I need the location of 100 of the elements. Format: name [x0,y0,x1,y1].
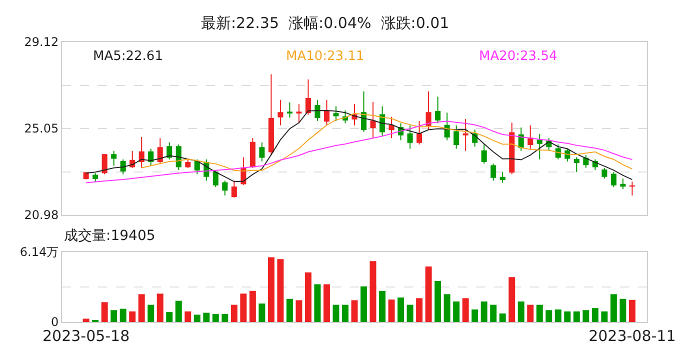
bar [194,314,200,322]
candlestick [370,101,376,139]
bar [212,314,219,322]
candlestick [231,180,237,198]
candlestick [120,158,126,175]
y-tick-label: 6.14万 [20,245,59,260]
candlestick [148,148,154,166]
bar [342,304,348,322]
candlestick [555,144,561,160]
bar [573,311,580,322]
bar [230,304,238,322]
candlestick [278,99,284,126]
bar [628,300,636,322]
bar [518,301,524,322]
candlestick [102,154,108,175]
bar [296,300,302,322]
candlestick [536,133,542,160]
candlestick [454,124,460,150]
bar [258,304,266,322]
bar [323,284,330,322]
bar [148,304,154,322]
candlestick [250,138,256,168]
line-series [86,110,633,182]
candlestick [602,167,608,179]
bar [592,308,598,322]
bar [388,300,395,322]
candlestick [314,99,320,122]
bar [601,311,608,322]
bar [416,298,423,322]
bar [222,314,228,322]
bar [379,290,386,322]
bar [444,294,450,322]
bar [610,294,617,322]
candlestick [444,112,450,141]
bar [314,284,321,322]
x-tick-label: 2023-08-11 [588,327,676,345]
bar [490,304,497,322]
candlestick [500,172,506,184]
candlestick [194,158,200,175]
candlestick [286,102,292,118]
candlestick [574,156,580,173]
candlestick [92,172,98,182]
candlestick [296,104,302,124]
bar [564,311,571,322]
bar [620,298,626,322]
bar [120,308,126,322]
bar [304,272,312,322]
bar [110,310,118,322]
bar [499,313,506,322]
candlestick [481,144,487,164]
candlestick [426,90,432,130]
bar [546,310,552,322]
candlestick [360,90,367,132]
candlestick [212,169,218,188]
bar [480,301,488,322]
chart-title: 成交量:19405 [64,228,156,244]
candlestick [435,96,441,124]
bar [82,318,90,322]
candlestick [518,126,524,152]
bar [175,300,182,322]
bar [166,312,173,322]
bar [370,261,376,322]
bar [203,312,210,322]
bar [129,311,136,322]
bar [472,309,478,322]
bar [527,304,534,322]
candlestick [157,138,163,164]
candlestick [509,122,515,175]
bar [536,304,543,322]
bar [453,301,460,322]
candlestick [528,124,534,150]
bar [184,311,192,322]
candlestick [490,163,496,182]
bar [351,300,358,322]
bar [434,280,442,322]
candlestick [388,116,394,139]
y-tick-label: 20.98 [24,208,59,222]
text: MA10:23.11 [286,49,364,64]
bar [332,304,340,322]
bar [406,304,414,322]
bar [156,294,164,322]
chart-title: 最新:22.35 涨幅:0.04% 涨跌:0.01 [201,14,450,32]
candlestick [610,172,616,188]
bar [277,259,284,322]
bar [286,298,293,322]
bar [101,302,108,322]
candlestick [620,178,626,190]
candlestick [407,124,413,150]
candlestick [138,136,144,168]
candlestick [416,120,422,145]
bar [268,257,274,322]
candlestick [462,118,468,152]
candlestick [324,99,330,126]
text: MA5:22.61 [93,49,163,64]
candlestick [176,144,182,170]
candlestick [185,158,191,168]
candlestick [305,78,311,116]
bar [582,310,590,322]
bar [240,294,247,322]
bar [554,309,562,322]
